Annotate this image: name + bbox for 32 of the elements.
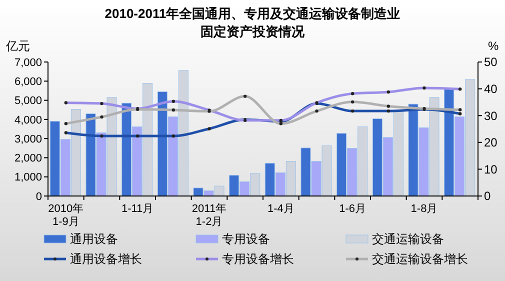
y2-tick-label: 50: [484, 55, 498, 70]
legend-label: 专用设备: [222, 232, 270, 246]
legend-label: 专用设备增长: [222, 252, 294, 266]
line-series: [64, 86, 462, 122]
y-axis-title: 亿元: [5, 39, 30, 53]
chart-subtitle: 固定资产投资情况: [200, 24, 306, 39]
x-tick-label: 2011年 1-2月: [192, 203, 227, 228]
line-series: [64, 94, 462, 126]
y-tick-label: 2,000: [14, 152, 42, 165]
y2-tick-label: 40: [484, 82, 498, 96]
legend-label: 交通运输设备: [372, 232, 444, 246]
y-tick-label: 7,000: [14, 56, 42, 69]
y-tick-label: 0: [36, 190, 42, 203]
legend-label: 通用设备增长: [70, 252, 142, 266]
y-tick-label: 5,000: [14, 95, 42, 108]
y-tick-label: 1,000: [14, 172, 42, 184]
y2-tick-label: 10: [484, 162, 498, 176]
y2-axis-title: %: [488, 39, 499, 53]
legend-label: 通用设备: [70, 232, 118, 246]
y-tick-label: 6,000: [14, 76, 42, 88]
y2-tick-label: 30: [484, 108, 498, 123]
y2-tick-label: 20: [484, 136, 498, 150]
y-tick-label: 4,000: [14, 114, 42, 126]
y-tick-label: 3,000: [14, 133, 42, 146]
legend-label: 交通运输设备增长: [372, 252, 468, 266]
x-tick-label: 1-11月: [121, 203, 154, 215]
x-tick-label: 1-6月: [339, 203, 366, 215]
y2-tick-label: 0: [484, 189, 491, 204]
chart-title: 2010-2011年全国通用、专用及交通运输设备制造业: [104, 6, 400, 21]
x-tick-label: 1-8月: [410, 203, 438, 215]
x-tick-label: 1-4月: [267, 203, 294, 215]
x-tick-label: 2010年 1-9月: [48, 203, 84, 228]
